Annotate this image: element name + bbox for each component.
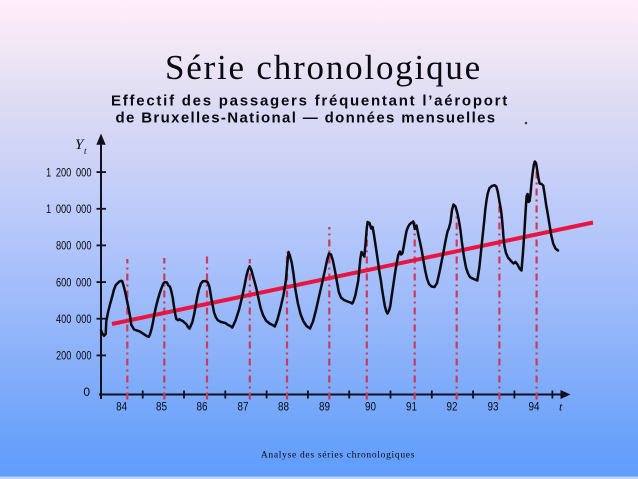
svg-text:94: 94 (529, 400, 540, 414)
svg-text:86: 86 (197, 400, 208, 414)
svg-text:92: 92 (447, 400, 458, 414)
svg-text:89: 89 (319, 400, 330, 414)
svg-text:93: 93 (488, 400, 499, 414)
svg-text:Y: Y (75, 137, 85, 153)
svg-text:t: t (84, 146, 87, 156)
svg-text:0: 0 (83, 385, 90, 399)
svg-text:84: 84 (116, 400, 127, 414)
svg-text:1 200 000: 1 200 000 (46, 165, 92, 179)
svg-text:1 000 000: 1 000 000 (46, 202, 92, 216)
svg-text:88: 88 (278, 400, 289, 414)
svg-text:400 000: 400 000 (56, 312, 92, 326)
svg-text:800 000: 800 000 (56, 239, 92, 253)
svg-text:600 000: 600 000 (56, 275, 92, 289)
svg-text:85: 85 (156, 400, 167, 414)
svg-text:200 000: 200 000 (56, 349, 92, 363)
svg-text:Série chronologique: Série chronologique (165, 48, 482, 87)
svg-text:91: 91 (406, 400, 417, 414)
svg-text:Analyse des séries chronologiq: Analyse des séries chronologiques (261, 451, 415, 461)
svg-text:de Bruxelles-National — donnée: de Bruxelles-National — données mensuell… (116, 110, 497, 127)
svg-text:Effectif des passagers fréquen: Effectif des passagers fréquentant l’aér… (111, 93, 509, 110)
svg-text:90: 90 (365, 400, 376, 414)
svg-text:87: 87 (238, 400, 249, 414)
svg-text:t: t (559, 400, 563, 414)
